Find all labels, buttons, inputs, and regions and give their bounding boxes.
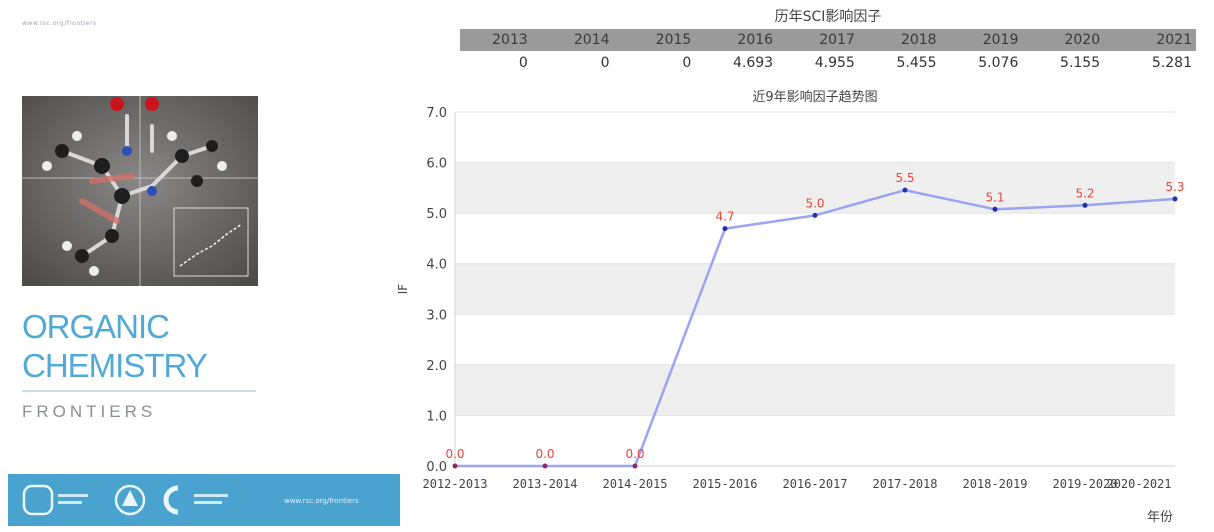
impact-factor-trend-chart: 0.0 1.0 2.0 3.0 4.0 5.0 6.0 7.0 近9年影响因子趋势图 IF 年份 20… [396, 89, 1185, 525]
impact-factor-cell: 5.281 [1151, 55, 1192, 71]
y-tick-label: 4.0 [426, 258, 447, 273]
impact-factor-cell: 5.155 [1060, 55, 1101, 71]
y-axis-label: IF [396, 284, 410, 295]
impact-factor-cell: 0 [600, 55, 610, 71]
x-tick-label: 2014-2015 [602, 477, 667, 491]
cover-website-text: www.rsc.org/frontiers [22, 20, 97, 27]
data-point [992, 206, 998, 212]
impact-factor-cell: 5.076 [978, 55, 1019, 71]
year-header: 2020 [1032, 29, 1115, 51]
data-point [812, 212, 818, 218]
cover-artwork [22, 96, 258, 286]
data-label: 0.0 [535, 447, 554, 461]
data-point [722, 226, 728, 232]
cover-title-line1: ORGANIC [22, 308, 170, 345]
year-header: 2013 [460, 29, 542, 51]
x-tick-label: 2015-2016 [692, 477, 757, 491]
year-header: 2014 [541, 29, 624, 51]
y-tick-label: 7.0 [426, 106, 447, 121]
table-row: 0 0 0 4.693 4.955 5.455 5.076 5.155 5.28… [460, 51, 1196, 75]
publisher-logos [22, 484, 228, 516]
impact-factor-table: 2013 2014 2015 2016 2017 2018 2019 2020 … [460, 29, 1196, 75]
data-label: 5.5 [895, 171, 914, 185]
y-tick-label: 3.0 [426, 308, 447, 323]
x-tick-label: 2017-2018 [872, 477, 937, 491]
x-tick-label: 2019-2020 [1052, 477, 1117, 491]
impact-factor-cell: 4.693 [732, 55, 774, 71]
year-header: 2021 [1114, 29, 1196, 51]
cover-divider [22, 390, 256, 392]
cover-subtitle: FRONTIERS [22, 402, 157, 421]
journal-cover: www.rsc.org/frontiers [0, 0, 400, 532]
y-tick-label: 6.0 [426, 157, 447, 172]
data-point [902, 187, 908, 193]
impact-factor-cell: 4.955 [814, 55, 855, 71]
cover-publisher-footer: www.rsc.org/frontiers [8, 474, 400, 526]
publisher-url: www.rsc.org/frontiers [284, 497, 359, 505]
year-header: 2018 [868, 29, 951, 51]
grid-band [455, 364, 1175, 416]
data-label: 0.0 [625, 447, 644, 461]
data-label: 5.2 [1075, 186, 1094, 200]
data-label: 0.0 [445, 447, 464, 461]
x-axis-label: 年份 [1147, 510, 1173, 525]
data-point [1172, 196, 1178, 202]
cover-title-line2: CHEMISTRY [22, 347, 208, 384]
year-header: 2017 [787, 29, 869, 51]
data-label: 4.7 [715, 210, 734, 224]
y-tick-label: 0.0 [426, 460, 447, 475]
data-point [452, 463, 458, 469]
grid-band [455, 162, 1175, 214]
x-tick-label: 2013-2014 [512, 477, 577, 491]
impact-factor-cell: 0 [682, 55, 692, 71]
x-tick-label: 2012-2013 [422, 477, 487, 491]
year-header: 2015 [623, 29, 706, 51]
data-label: 5.1 [985, 190, 1004, 204]
table-header-row: 2013 2014 2015 2016 2017 2018 2019 2020 … [460, 29, 1196, 51]
data-point [632, 463, 638, 469]
data-point [542, 463, 548, 469]
data-point [1082, 202, 1088, 208]
grid-band [455, 263, 1175, 315]
table-title: 历年SCI影响因子 [774, 9, 882, 25]
impact-factor-cell: 5.455 [896, 55, 937, 71]
x-tick-label: 2016-2017 [782, 477, 847, 491]
y-tick-label: 1.0 [426, 409, 447, 424]
molecule-artwork [22, 96, 258, 286]
series-line [455, 188, 1176, 468]
data-label: 5.0 [805, 196, 824, 210]
y-tick-label: 5.0 [426, 207, 447, 222]
x-tick-label: 2020-2021 [1106, 477, 1171, 491]
chart-title: 近9年影响因子趋势图 [752, 89, 877, 105]
y-tick-label: 2.0 [426, 359, 447, 374]
year-header: 2016 [705, 29, 788, 51]
x-tick-label: 2018-2019 [962, 477, 1027, 491]
year-header: 2019 [950, 29, 1033, 51]
data-label: 5.3 [1165, 180, 1184, 194]
impact-factor-cell: 0 [518, 55, 528, 71]
